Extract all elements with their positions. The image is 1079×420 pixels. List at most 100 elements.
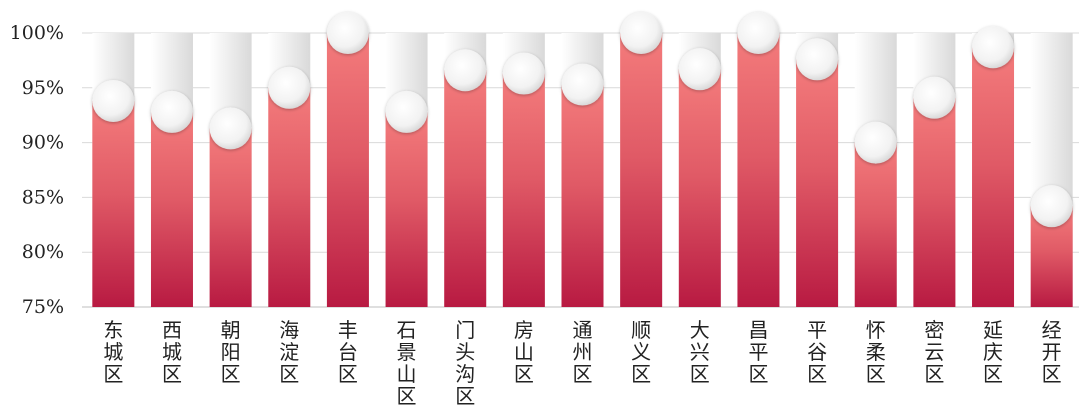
bar-cap-marker	[561, 63, 604, 106]
svg-text:兴: 兴	[690, 340, 710, 364]
svg-text:区: 区	[162, 362, 182, 386]
x-tick-label: 顺义区	[631, 318, 651, 386]
bar-cap-marker	[268, 66, 311, 109]
y-tick-label: 80%	[22, 241, 64, 263]
bar	[796, 59, 839, 307]
bar	[150, 111, 193, 307]
svg-text:山: 山	[514, 340, 534, 364]
bar	[502, 73, 545, 307]
x-tick-label: 平谷区	[807, 318, 827, 386]
bar-caps	[92, 12, 1073, 228]
bar	[209, 128, 252, 307]
svg-text:经: 经	[1042, 318, 1062, 342]
svg-text:淀: 淀	[279, 340, 299, 364]
x-tick-label: 昌平区	[748, 318, 768, 386]
svg-text:城: 城	[162, 340, 182, 364]
bar-cap-marker	[326, 12, 369, 54]
bar	[92, 100, 135, 308]
svg-text:州: 州	[573, 340, 593, 364]
bar	[444, 70, 487, 307]
x-tick-label: 密云区	[924, 318, 944, 386]
bar	[268, 87, 311, 307]
bar-cap-marker	[972, 26, 1015, 69]
svg-text:区: 区	[455, 384, 475, 408]
svg-text:区: 区	[631, 362, 651, 386]
y-tick-label: 100%	[10, 22, 64, 44]
svg-text:石: 石	[397, 318, 417, 342]
svg-text:区: 区	[221, 362, 241, 386]
svg-text:区: 区	[866, 362, 886, 386]
svg-text:头: 头	[455, 340, 475, 364]
svg-text:山: 山	[397, 362, 417, 386]
y-tick-label: 95%	[22, 77, 64, 99]
y-axis: 75% 80% 85% 90% 95% 100%	[10, 22, 64, 318]
svg-text:义: 义	[631, 340, 651, 364]
svg-text:大: 大	[690, 318, 710, 342]
svg-text:区: 区	[397, 384, 417, 408]
svg-text:沟: 沟	[455, 362, 475, 386]
x-tick-label: 朝阳区	[221, 318, 241, 386]
bar-cap-marker	[150, 90, 193, 133]
svg-text:庆: 庆	[983, 340, 1003, 364]
svg-text:海: 海	[279, 318, 299, 342]
svg-text:朝: 朝	[221, 318, 241, 342]
x-tick-label: 通州区	[573, 318, 593, 386]
svg-text:延: 延	[983, 318, 1003, 342]
svg-text:房: 房	[514, 318, 534, 342]
bar	[678, 69, 721, 307]
svg-text:景: 景	[397, 340, 417, 364]
svg-text:通: 通	[573, 318, 593, 342]
x-tick-label: 大兴区	[690, 318, 710, 386]
bar-cap-marker	[796, 38, 839, 81]
svg-text:区: 区	[338, 362, 358, 386]
svg-text:区: 区	[103, 362, 123, 386]
bar-cap-marker	[678, 48, 721, 91]
svg-text:区: 区	[514, 362, 534, 386]
bar	[737, 33, 780, 307]
svg-text:东: 东	[103, 318, 123, 342]
svg-text:昌: 昌	[748, 318, 768, 342]
bar	[561, 84, 604, 308]
bar	[620, 33, 663, 307]
bar-cap-marker	[1030, 185, 1073, 228]
y-tick-label: 75%	[22, 296, 64, 318]
y-tick-label: 85%	[22, 186, 64, 208]
x-tick-label: 怀柔区	[866, 318, 886, 386]
svg-text:区: 区	[924, 362, 944, 386]
svg-text:区: 区	[983, 362, 1003, 386]
bar	[385, 111, 428, 307]
svg-text:顺: 顺	[631, 318, 651, 342]
svg-text:开: 开	[1042, 340, 1062, 364]
svg-text:谷: 谷	[807, 340, 827, 364]
svg-text:区: 区	[279, 362, 299, 386]
bar-cap-marker	[502, 52, 545, 95]
x-tick-label: 东城区	[103, 318, 123, 386]
bar	[972, 47, 1015, 308]
bars	[92, 33, 1073, 308]
x-tick-label: 西城区	[162, 318, 182, 386]
svg-text:区: 区	[807, 362, 827, 386]
x-tick-label: 延庆区	[983, 318, 1003, 386]
x-tick-label: 房山区	[514, 318, 534, 386]
svg-text:密: 密	[924, 318, 944, 342]
svg-text:云: 云	[924, 340, 944, 364]
bar-cap-marker	[385, 90, 428, 133]
svg-text:平: 平	[748, 340, 768, 364]
bar-cap-marker	[854, 121, 897, 164]
svg-text:平: 平	[807, 318, 827, 342]
svg-text:区: 区	[748, 362, 768, 386]
x-axis: 东城区西城区朝阳区海淀区丰台区石景山区门头沟区房山区通州区顺义区大兴区昌平区平谷…	[103, 318, 1061, 408]
svg-text:区: 区	[573, 362, 593, 386]
bar	[854, 142, 897, 307]
x-tick-label: 经开区	[1042, 318, 1062, 386]
y-tick-label: 90%	[22, 132, 64, 154]
svg-text:丰: 丰	[338, 318, 358, 342]
bar-cap-marker	[92, 79, 135, 122]
svg-text:城: 城	[103, 340, 123, 364]
bar	[326, 33, 369, 307]
svg-text:台: 台	[338, 340, 358, 364]
svg-text:阳: 阳	[221, 340, 241, 364]
